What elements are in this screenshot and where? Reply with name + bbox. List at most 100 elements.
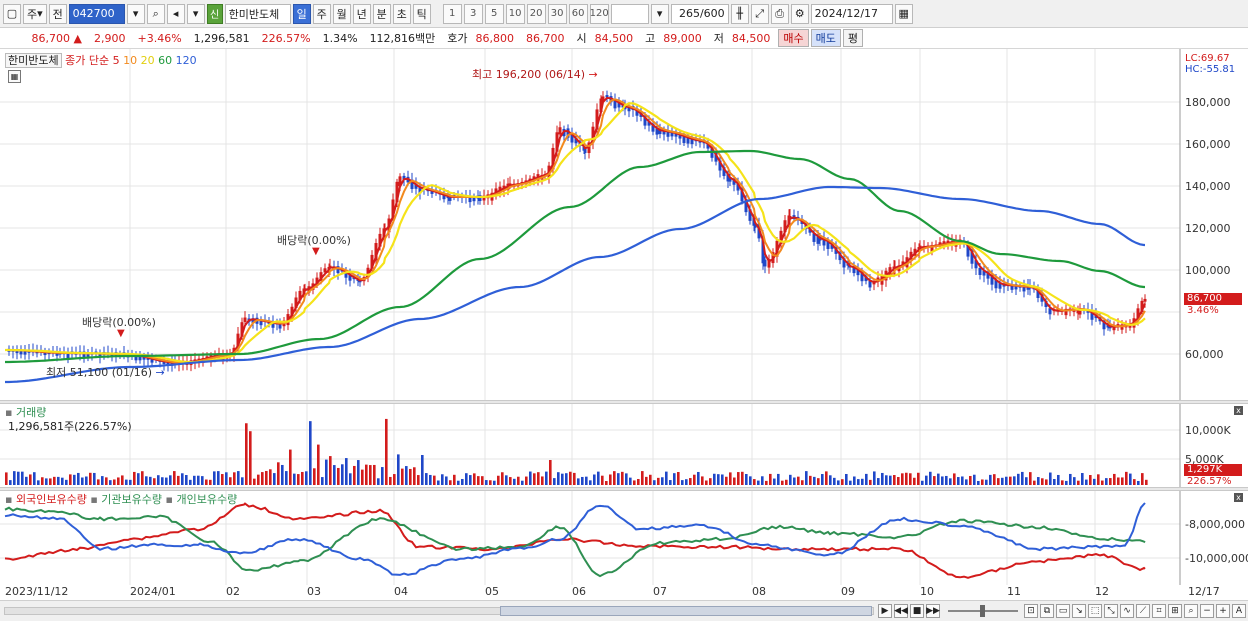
chart-tool-icon[interactable]: ⊡ [1024, 604, 1038, 618]
chart-tool-icon[interactable]: ⤡ [1104, 604, 1118, 618]
dropdown-icon[interactable]: ▾ [126, 3, 145, 24]
eval-button[interactable]: 평 [842, 29, 864, 47]
zoom-search-icon[interactable]: ⌕ [1184, 604, 1198, 618]
candle-body [19, 350, 23, 355]
close-icon[interactable]: x [1234, 406, 1243, 415]
sell-button[interactable]: 매도 [810, 29, 841, 47]
candle-body [43, 351, 47, 356]
interval-custom-input[interactable] [610, 3, 649, 24]
zoom-slider-handle[interactable] [980, 605, 985, 617]
volume-bar [585, 476, 588, 485]
volume-bar [613, 471, 616, 485]
print-icon[interactable]: ⎙ [770, 3, 789, 24]
scroll-thumb[interactable] [500, 606, 872, 616]
volume-bar [149, 476, 152, 485]
zoom-out-icon[interactable]: − [1200, 604, 1214, 618]
panel-separator[interactable] [0, 400, 1248, 404]
price-legend: 한미반도체 종가 단순 5 10 20 60 120 [5, 52, 197, 68]
market-select[interactable]: 주 ▾ [23, 3, 47, 24]
volume-bar [301, 471, 304, 485]
candle-body [842, 258, 846, 268]
data-count-input[interactable]: 265/600 [670, 3, 729, 24]
scroll-right-icon[interactable]: ▶ [878, 604, 892, 618]
candle-body [134, 354, 138, 361]
panel-separator[interactable] [0, 487, 1248, 491]
chart-tool-icon[interactable]: ↘ [1072, 604, 1086, 618]
dropdown-icon[interactable]: ▾ [186, 3, 205, 24]
x-label: 12 [1095, 585, 1109, 598]
zoom-in-icon[interactable]: + [1216, 604, 1230, 618]
interval-120[interactable]: 120 [590, 3, 609, 24]
close-icon[interactable]: x [1234, 493, 1243, 502]
window-icon[interactable]: ▢ [3, 3, 21, 24]
candle-type-icon[interactable]: ╫ [730, 3, 749, 24]
period-second[interactable]: 초 [392, 3, 411, 24]
calendar-icon[interactable]: ▦ [894, 3, 913, 24]
date-input[interactable]: 2024/12/17 [810, 3, 893, 24]
chart-tool-icon[interactable]: ⟋ [1136, 604, 1150, 618]
volume-bar [413, 467, 416, 485]
candle-body [1108, 326, 1112, 329]
stop-icon[interactable]: ■ [910, 604, 924, 618]
stock-chart[interactable] [0, 49, 1248, 601]
volume-bar [349, 473, 352, 485]
candle-body [472, 196, 476, 202]
dropdown-icon[interactable]: ▾ [650, 3, 669, 24]
forward-icon[interactable]: ▶▶ [926, 604, 940, 618]
interval-3[interactable]: 3 [463, 3, 483, 24]
open-label: 시 [576, 32, 587, 45]
turnover-rate: 1.34% [322, 31, 358, 45]
current-price: 86,700 ▲ [31, 31, 82, 45]
speaker-icon[interactable]: ◂ [166, 3, 185, 24]
volume-bar [1053, 478, 1056, 485]
interval-20[interactable]: 20 [526, 3, 546, 24]
interval-10[interactable]: 10 [505, 3, 525, 24]
period-day[interactable]: 일 [292, 3, 311, 24]
chart-tool-icon[interactable]: ⌗ [1152, 604, 1166, 618]
volume-bar [1077, 480, 1080, 485]
high-price: 89,000 [663, 31, 702, 45]
period-tick[interactable]: 틱 [412, 3, 431, 24]
interval-60[interactable]: 60 [568, 3, 588, 24]
rewind-icon[interactable]: ◀◀ [894, 604, 908, 618]
stock-code-input[interactable]: 042700 [68, 3, 125, 24]
candle-body [601, 96, 605, 101]
volume-bar [617, 473, 620, 485]
chart-tool-icon[interactable]: ⊞ [1168, 604, 1182, 618]
candle-body [1064, 308, 1068, 316]
chart-tool-icon[interactable]: ⬚ [1088, 604, 1102, 618]
period-month[interactable]: 월 [332, 3, 351, 24]
volume-bar [441, 474, 444, 485]
volume-bar [141, 471, 144, 485]
volume-bar [85, 476, 88, 485]
volume-bar [1057, 474, 1060, 485]
text-tool-icon[interactable]: A [1232, 604, 1246, 618]
gear-icon[interactable]: ⚙ [790, 3, 809, 24]
interval-5[interactable]: 5 [484, 3, 504, 24]
chart-tool-icon[interactable]: ∿ [1120, 604, 1134, 618]
volume-bar [969, 475, 972, 485]
candle-body [414, 184, 418, 189]
volume-bar [1141, 473, 1144, 485]
interval-30[interactable]: 30 [547, 3, 567, 24]
chart-tool-icon[interactable]: ⧉ [1040, 604, 1054, 618]
stock-name-label[interactable]: 한미반도체 [5, 53, 62, 68]
volume-bar [509, 477, 512, 485]
buy-button[interactable]: 매수 [778, 29, 809, 47]
period-week[interactable]: 주 [312, 3, 331, 24]
volume-bar [1045, 479, 1048, 485]
volume-bar [545, 471, 548, 485]
search-icon[interactable]: ⌕ [146, 3, 165, 24]
prev-button[interactable]: 전 [48, 3, 67, 24]
table-icon[interactable]: ▦ [8, 70, 21, 83]
volume-bar [889, 475, 892, 485]
candle-body [613, 99, 617, 109]
interval-1[interactable]: 1 [442, 3, 462, 24]
period-year[interactable]: 년 [352, 3, 371, 24]
chart-tool-icon[interactable]: ▭ [1056, 604, 1070, 618]
period-minute[interactable]: 분 [372, 3, 391, 24]
chart-scrollbar[interactable]: ▶ ◀◀ ■ ▶▶ ⊡ ⧉ ▭ ↘ ⬚ ⤡ ∿ ⟋ ⌗ ⊞ ⌕ − + A [0, 600, 1248, 621]
scroll-track[interactable] [4, 607, 874, 615]
volume-bar [529, 471, 532, 485]
indicator-icon[interactable]: ⤢ [750, 3, 769, 24]
